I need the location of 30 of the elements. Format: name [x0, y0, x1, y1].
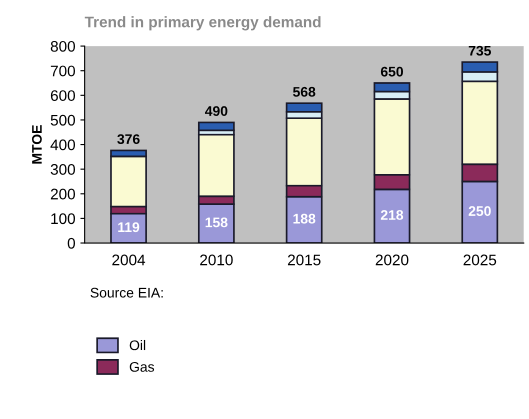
y-tick-label: 800 [50, 40, 76, 52]
x-tick-label: 2004 [112, 254, 146, 266]
legend-label: Gas [130, 362, 154, 372]
y-tick-label: 700 [50, 66, 76, 76]
total-label: 490 [204, 106, 228, 116]
total-label: 735 [468, 46, 492, 56]
total-label: 376 [117, 134, 140, 144]
x-tick-label: 2020 [376, 254, 408, 266]
source-note: Source EIA: [90, 288, 163, 298]
bar [198, 122, 235, 132]
y-tick-label: 300 [50, 164, 76, 175]
data-label: 218 [380, 210, 404, 220]
x-tick-label: 2015 [288, 254, 321, 266]
total-label: 650 [380, 66, 404, 77]
data-label: 119 [118, 222, 140, 232]
y-axis-title: MTOE [32, 125, 42, 164]
x-tick-label: 2025 [464, 254, 496, 266]
y-tick-label: 600 [50, 90, 76, 102]
y-tick-label: 500 [50, 114, 76, 126]
x-tick-label: 2010 [200, 254, 233, 266]
data-label: 188 [293, 214, 316, 224]
y-tick-label: 0 [68, 238, 76, 249]
chart-title: Trend in primary energy demand [84, 16, 321, 30]
data-label: 250 [468, 206, 491, 216]
data-label: 158 [206, 217, 228, 228]
y-tick-label: 200 [50, 188, 76, 200]
y-tick-label: 400 [50, 139, 76, 150]
legend-label: Oil [130, 340, 146, 350]
total-label: 568 [293, 86, 316, 97]
y-tick-label: 100 [51, 213, 76, 224]
